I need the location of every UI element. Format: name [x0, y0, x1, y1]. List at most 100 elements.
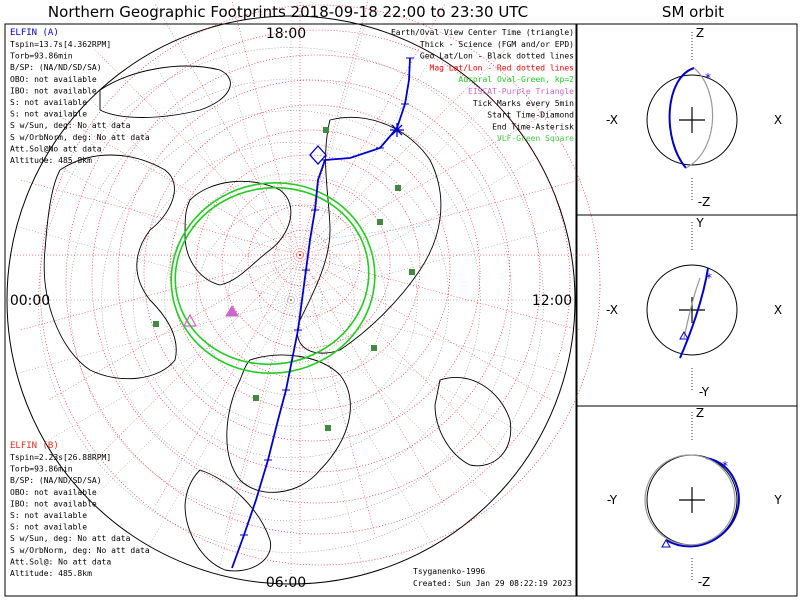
earth-circle	[646, 74, 738, 166]
sm-axis-label-top: Z	[696, 26, 704, 40]
mag-meridian	[299, 254, 506, 461]
mag-latitude-ring	[221, 179, 391, 349]
mag-meridian	[299, 254, 376, 536]
elfin-b-line: Altitude: 485.8km	[10, 569, 92, 578]
mag-meridian	[299, 254, 552, 401]
geo-meridian	[290, 299, 566, 374]
elfin-b-line: Tspin=2.23s[26.88RPM]	[10, 453, 111, 462]
geo-meridian	[217, 299, 292, 575]
elfin-a-line: Att.Sol@No att data	[10, 144, 102, 153]
mag-meridian	[299, 109, 552, 256]
mag-latitude-ring	[91, 54, 541, 504]
elfin-a-line: S w/Sun, deg: No att data	[10, 121, 131, 130]
mag-meridian	[299, 49, 506, 256]
mag-meridian	[48, 109, 301, 256]
vlf-square	[377, 219, 383, 225]
coastline-europe	[226, 354, 351, 493]
elfin-a-line: Tspin=13.7s[4.362RPM]	[10, 40, 111, 49]
geo-latitude-ring	[69, 78, 513, 522]
geo-latitude-ring	[196, 205, 386, 395]
sm-orbit-shadow-1	[685, 67, 714, 169]
geo-meridian	[44, 157, 292, 301]
sm-axis-label-right: Y	[773, 493, 782, 507]
sm-panel-1: Z -Z -X X	[606, 26, 782, 209]
elfin-b-line: S: not available	[10, 511, 87, 520]
geo-meridian	[290, 99, 492, 301]
legend-item: Geo Lat/Lon - Black dotted lines	[420, 52, 574, 61]
map-frame	[4, 23, 577, 597]
geo-latitude-ring	[259, 268, 323, 332]
coastline-pacific-island	[99, 65, 231, 118]
geo-meridian	[290, 299, 434, 547]
legend-item: Earth/Oval View Center Time (triangle)	[391, 28, 574, 37]
mag-meridian	[19, 179, 301, 256]
geo-meridian	[44, 299, 292, 443]
elfin-a-line: Altitude: 485.8km	[10, 156, 92, 165]
elfin-b-line: S: not available	[10, 523, 87, 532]
mag-meridian	[299, 3, 446, 256]
legend-item: Auroral Oval-Green, kp=2	[458, 75, 574, 84]
hour-label-left: 00:00	[10, 293, 50, 309]
model-credit: Tsyganenko-1996	[413, 567, 485, 576]
coastlines	[43, 65, 512, 572]
elfin-a-line: S w/OrbNorm, deg: No att data	[10, 133, 150, 142]
sm-axis-label-left: -X	[606, 113, 618, 127]
geo-grid	[7, 16, 575, 584]
elfin-b-line: Att.Sol@: No att data	[10, 557, 111, 566]
sm-axis-label-bottom: -Y	[699, 385, 710, 399]
eiscat-triangle	[182, 313, 198, 327]
geo-meridian	[290, 25, 365, 301]
sm-orbit-shadow-3	[644, 454, 736, 546]
elfin-a-line: S: not available	[10, 98, 87, 107]
sm-axis-label-bottom: -Z	[698, 575, 711, 589]
mag-meridian	[299, 254, 446, 507]
created-timestamp: Created: Sun Jan 29 08:22:19 2023	[413, 579, 572, 588]
sm-axis-label-top: Z	[696, 406, 704, 420]
mag-latitude-ring	[273, 229, 331, 287]
sm-axis-label-right: X	[774, 303, 782, 317]
mag-grid	[10, 0, 601, 566]
elfin-a-track	[231, 57, 414, 569]
hour-label-top: 18:00	[266, 26, 306, 42]
sm-axis-label-left: -X	[606, 303, 618, 317]
legend-item: VLF-Green Square	[497, 134, 574, 143]
earth-limb	[6, 15, 576, 585]
elfin-b-line: B/SP: (NA/ND/SD/SA)	[10, 476, 102, 485]
mag-latitude-ring	[247, 204, 361, 318]
geo-meridian	[16, 299, 292, 374]
elfin-b-line: S w/OrbNorm, deg: No att data	[10, 546, 150, 555]
legend: Earth/Oval View Center Time (triangle) Th…	[391, 28, 574, 143]
geo-meridian	[217, 25, 292, 301]
sm-orbit-title: SM orbit	[662, 3, 724, 21]
start-diamond	[309, 145, 327, 165]
elfin-b-line: S w/Sun, deg: No att data	[10, 534, 131, 543]
sm-orbit-trace-3	[665, 457, 740, 548]
hour-label-right: 12:00	[532, 293, 572, 309]
geo-meridian	[290, 157, 538, 301]
mag-meridian	[317, 224, 431, 241]
mag-meridian	[19, 254, 301, 331]
mag-latitude-ring	[169, 129, 451, 411]
vlf-square	[325, 425, 331, 431]
legend-item: Start Time-Diamond	[487, 111, 574, 120]
elfin-b-line: OBO: not available	[10, 488, 97, 497]
vlf-stations	[153, 127, 415, 431]
track-line	[231, 57, 411, 569]
elfin-a-line: Torb=93.86min	[10, 52, 73, 61]
elfin-a-info: ELFIN (A) Tspin=13.7s[4.362RPM] Torb=93.8…	[10, 28, 150, 165]
coastline-asia	[296, 116, 442, 354]
sm-axis-label-top: Y	[695, 216, 704, 230]
legend-item: Thick - Science (FGM and/or EPD)	[420, 40, 574, 49]
sm-end-asterisk-2: *	[705, 271, 712, 285]
page-title: Northern Geographic Footprints 2018-09-1…	[48, 3, 528, 21]
geo-meridian	[148, 299, 292, 547]
geo-meridian	[290, 226, 566, 301]
sm-orbit-trace-1	[668, 67, 695, 169]
sm-axis-label-left: -Y	[607, 493, 618, 507]
mag-latitude-ring	[65, 29, 571, 535]
mag-meridian	[224, 254, 301, 536]
vlf-square	[395, 185, 401, 191]
sm-orbit-trace-2	[679, 267, 709, 359]
legend-item: Tick Marks every 5min	[473, 99, 574, 108]
